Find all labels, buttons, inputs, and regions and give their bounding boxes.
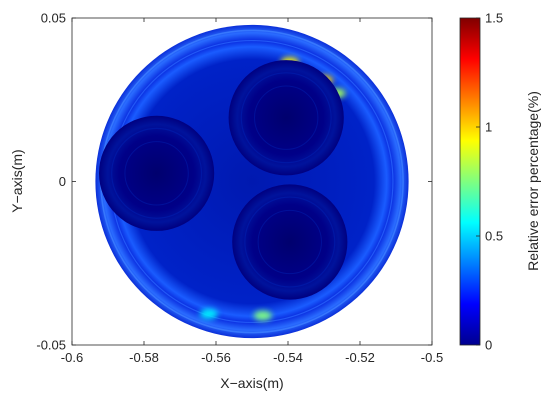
y-axis: -0.05 0 0.05 — [36, 11, 432, 353]
y-tick-label: -0.05 — [36, 338, 66, 353]
x-tick-label: -0.5 — [421, 350, 443, 365]
conductor-region — [228, 60, 344, 176]
heatmap-layer — [95, 24, 409, 339]
x-tick-label: -0.6 — [61, 350, 83, 365]
colorbar-tick-label: 1.5 — [485, 11, 503, 26]
colorbar-gradient — [459, 17, 481, 346]
x-tick-label: -0.58 — [129, 350, 159, 365]
colorbar-tick-label: 0.5 — [485, 229, 503, 244]
conductor-ring — [244, 196, 336, 288]
conductor-ring — [257, 209, 322, 275]
hotspot — [253, 310, 272, 321]
x-axis: -0.6 -0.58 -0.56 -0.54 -0.52 -0.5 — [61, 18, 443, 365]
colorbar-tick-label: 1 — [485, 120, 492, 135]
x-tick-label: -0.56 — [201, 350, 231, 365]
conductor-region — [232, 184, 348, 300]
conductor-ring — [240, 72, 332, 164]
y-tick-label: 0 — [59, 174, 66, 189]
hotspot — [199, 308, 218, 319]
colorbar-tick-label: 0 — [485, 338, 492, 353]
x-axis-label: X−axis(m) — [220, 375, 283, 391]
colorbar-ticks: 0 0.5 1 1.5 — [476, 11, 503, 353]
conductor-ring — [111, 127, 203, 219]
conductor-region — [99, 115, 215, 231]
y-axis-label: Y−axis(m) — [9, 149, 25, 212]
conductor-ring — [254, 85, 319, 150]
conductor-ring — [124, 141, 189, 206]
colorbar: 0 0.5 1 1.5 Relative error percentage(%) — [459, 11, 541, 353]
colorbar-label: Relative error percentage(%) — [525, 91, 541, 271]
x-tick-label: -0.52 — [345, 350, 375, 365]
y-tick-label: 0.05 — [41, 11, 66, 26]
x-tick-label: -0.54 — [273, 350, 303, 365]
